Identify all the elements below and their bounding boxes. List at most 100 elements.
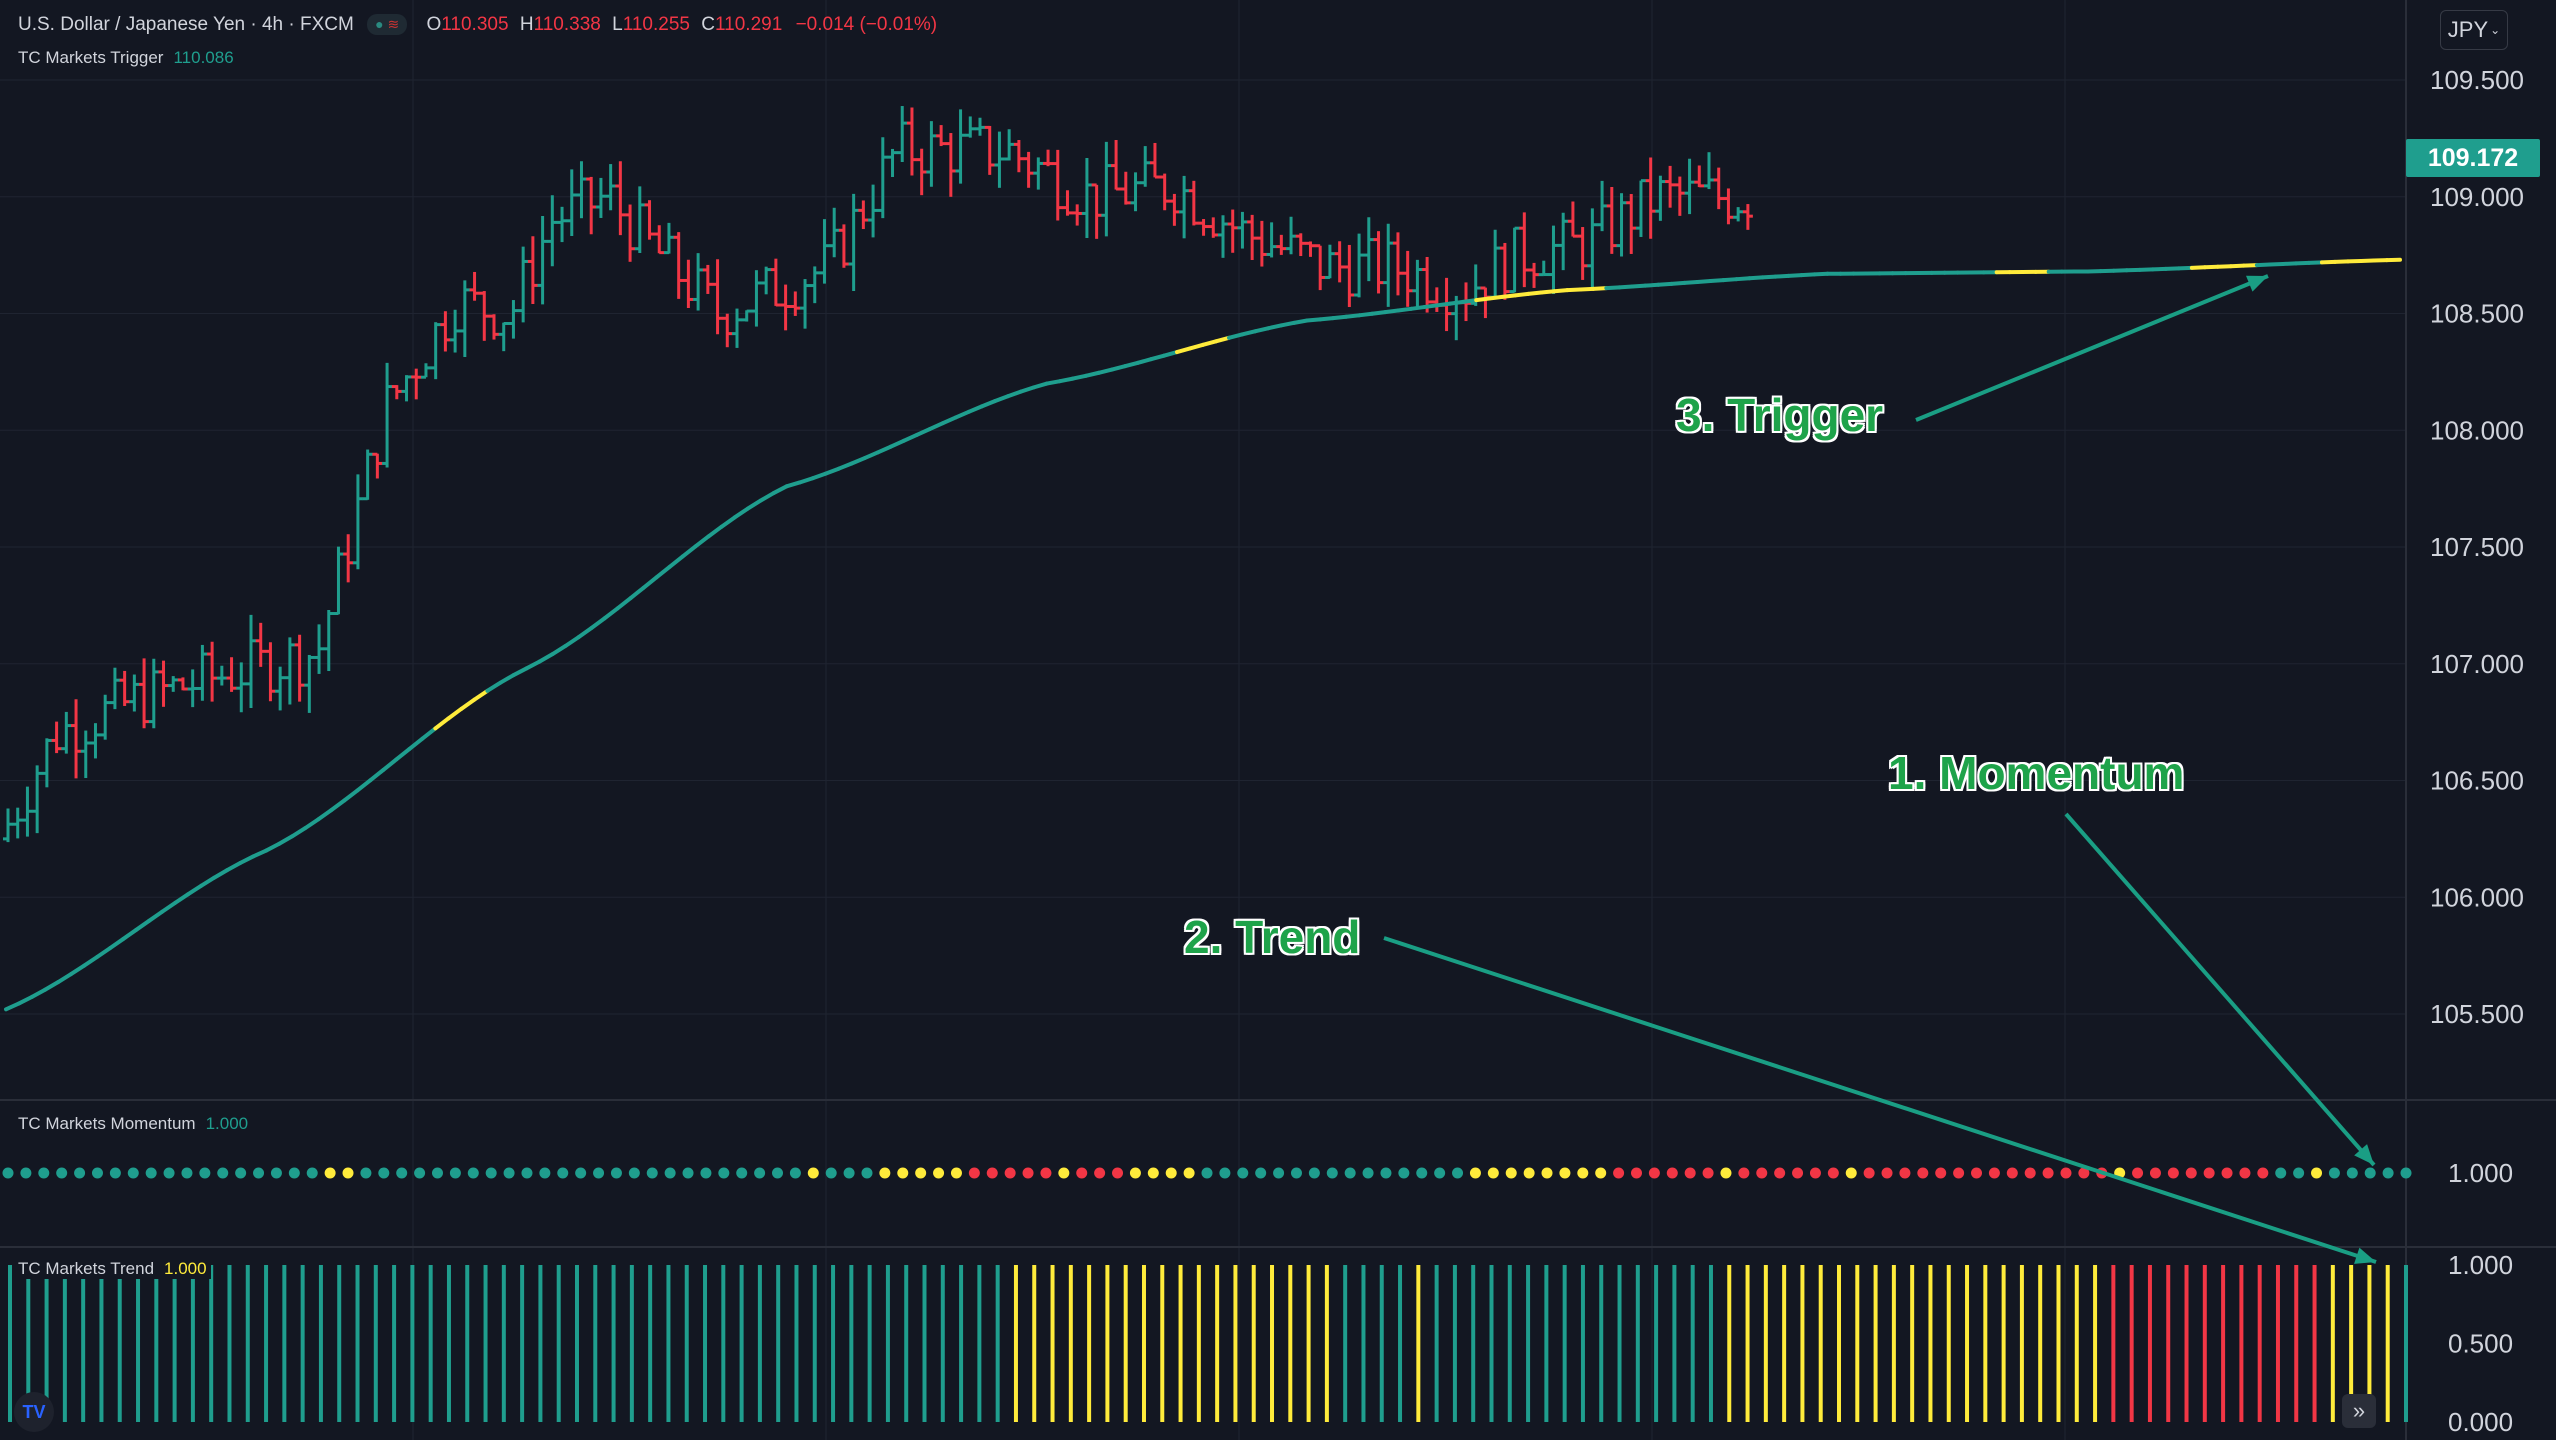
- momentum-dot: [2060, 1167, 2072, 1179]
- candle: [1179, 175, 1190, 239]
- candle: [187, 669, 198, 708]
- candle: [1577, 227, 1588, 280]
- candle: [1422, 256, 1433, 313]
- momentum-dot: [2167, 1167, 2179, 1179]
- trend-legend[interactable]: TC Markets Trend 1.000: [18, 1259, 211, 1279]
- trigger-segment: [1513, 291, 1531, 298]
- candle: [1198, 219, 1209, 236]
- candle: [1684, 158, 1695, 215]
- candle: [100, 694, 111, 740]
- candle: [673, 232, 684, 299]
- candle: [459, 280, 470, 358]
- momentum-legend[interactable]: TC Markets Momentum 1.000: [18, 1114, 248, 1134]
- candle: [770, 258, 781, 307]
- momentum-dot: [1040, 1167, 1052, 1179]
- low-value: 110.255: [622, 14, 690, 35]
- momentum-dot: [915, 1167, 927, 1179]
- trigger-segment: [1617, 284, 1635, 290]
- candle: [323, 610, 334, 672]
- momentum-dot: [2203, 1167, 2215, 1179]
- momentum-dot: [1416, 1167, 1428, 1179]
- candle: [1081, 158, 1092, 238]
- trigger-segment: [1253, 326, 1271, 334]
- momentum-name: TC Markets Momentum: [18, 1114, 196, 1133]
- trigger-segment: [1031, 381, 1049, 390]
- candle: [1305, 241, 1316, 257]
- candle: [391, 385, 402, 400]
- candle: [1674, 176, 1685, 216]
- trigger-segment: [1747, 275, 1765, 281]
- momentum-dot: [306, 1167, 318, 1179]
- close-value: 110.291: [715, 14, 783, 35]
- momentum-dot: [2328, 1167, 2340, 1179]
- momentum-dot: [1326, 1167, 1338, 1179]
- momentum-dot: [288, 1167, 300, 1179]
- momentum-dot: [342, 1167, 354, 1179]
- trigger-segment: [2202, 264, 2220, 270]
- candle: [139, 658, 150, 729]
- momentum-y-tick: 1.000: [2448, 1158, 2513, 1188]
- trigger-segment: [888, 438, 906, 449]
- candle: [469, 271, 480, 301]
- candle: [595, 177, 606, 218]
- momentum-dot: [324, 1167, 336, 1179]
- trigger-segment: [2241, 263, 2259, 268]
- candle: [3, 808, 13, 843]
- momentum-dot: [503, 1167, 515, 1179]
- trigger-segment: [1656, 281, 1674, 287]
- y-axis-ticks: 109.500 109.000 108.500 108.000 107.500 107.0…: [2430, 65, 2524, 1029]
- momentum-dot: [2132, 1167, 2144, 1179]
- momentum-dot: [1112, 1167, 1124, 1179]
- trigger-segment: [589, 616, 607, 631]
- last-price-label: 109.172: [2406, 139, 2540, 177]
- candle: [537, 215, 548, 305]
- trigger-segment: [849, 456, 867, 466]
- trigger-segment: [329, 798, 347, 813]
- trigger-segment: [95, 946, 113, 960]
- candle: [751, 270, 762, 327]
- trigger-segment: [1604, 285, 1622, 291]
- momentum-dot: [1630, 1167, 1642, 1179]
- scroll-to-realtime-icon[interactable]: »: [2342, 1394, 2376, 1428]
- trigger-segment: [1174, 346, 1192, 355]
- trigger-segment: [667, 554, 685, 569]
- momentum-dot: [1774, 1167, 1786, 1179]
- momentum-dot: [1792, 1167, 1804, 1179]
- trigger-segment: [160, 900, 178, 914]
- trigger-segment: [1695, 279, 1713, 284]
- tradingview-logo-icon[interactable]: TV: [14, 1392, 54, 1432]
- candle: [498, 321, 509, 352]
- candle: [61, 711, 72, 754]
- momentum-dot: [163, 1167, 175, 1179]
- arrow-shaft: [1383, 936, 2377, 1264]
- currency-selector[interactable]: JPY ⌄: [2440, 10, 2508, 50]
- candle: [294, 634, 305, 702]
- candles: [3, 106, 1753, 843]
- trigger-legend[interactable]: TC Markets Trigger 110.086: [18, 48, 234, 68]
- candle: [284, 637, 295, 705]
- candle: [936, 125, 947, 147]
- market-status-icon[interactable]: ● ≋: [367, 14, 408, 36]
- y-tick-label: 109.000: [2430, 182, 2524, 212]
- candle: [634, 186, 645, 254]
- trigger-segment: [576, 626, 594, 640]
- momentum-dot: [933, 1167, 945, 1179]
- candle: [1723, 188, 1734, 225]
- momentum-dot: [950, 1167, 962, 1179]
- momentum-dot: [1076, 1167, 1088, 1179]
- trigger-segment: [1409, 305, 1427, 311]
- trigger-segment: [1370, 310, 1388, 316]
- arrow-momentum: [2064, 812, 2376, 1167]
- momentum-dot: [2382, 1167, 2394, 1179]
- trigger-segment: [173, 892, 191, 905]
- candle: [333, 546, 344, 616]
- trigger-segment: [1187, 342, 1205, 351]
- trigger-segment: [1526, 290, 1544, 296]
- trigger-segment: [1279, 320, 1297, 328]
- candle: [1402, 250, 1413, 307]
- candle: [518, 246, 529, 323]
- candle: [362, 449, 373, 501]
- momentum-dot: [897, 1167, 909, 1179]
- trigger-segment: [1357, 311, 1375, 318]
